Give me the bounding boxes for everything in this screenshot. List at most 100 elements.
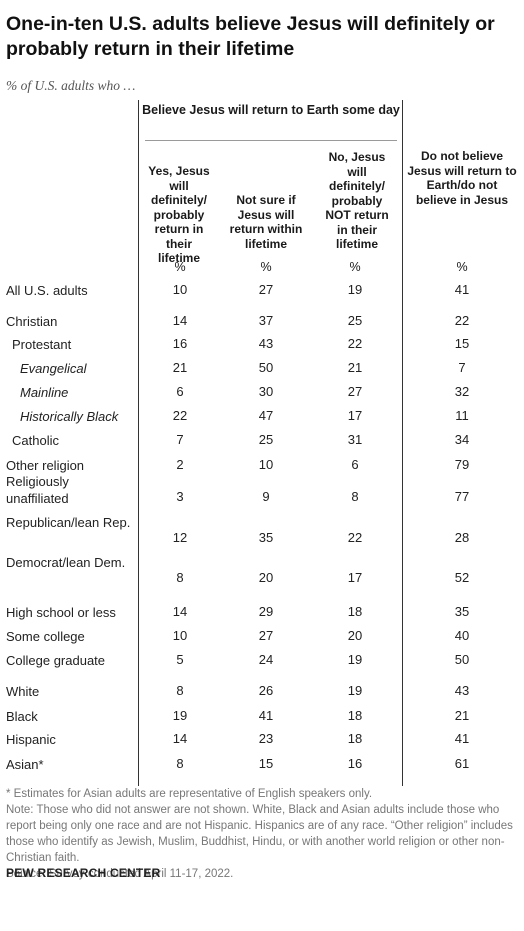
table-cell: 43 <box>258 336 274 351</box>
chart-subtitle: % of U.S. adults who … <box>6 78 136 93</box>
column-header-no: No, Jesus will definitely/ probably NOT … <box>325 150 389 251</box>
table-cell: 34 <box>454 432 470 447</box>
unit-label: % <box>456 260 468 274</box>
table-cell: 2 <box>176 457 184 472</box>
footnote: * Estimates for Asian adults are represe… <box>6 788 373 800</box>
table-cell: 41 <box>258 708 274 723</box>
table-cell: 9 <box>262 489 270 504</box>
column-header-not-sure: Not sure if Jesus will return within lif… <box>229 193 303 251</box>
table-cell: 10 <box>172 628 188 643</box>
row-label: Other religion <box>6 458 85 473</box>
table-cell: 40 <box>454 628 470 643</box>
table-cell: 77 <box>454 489 470 504</box>
table-cell: 17 <box>347 408 363 423</box>
row-label: Evangelical <box>20 361 87 376</box>
table-cell: 11 <box>455 408 469 423</box>
table-cell: 16 <box>347 756 363 771</box>
table-cell: 6 <box>351 457 359 472</box>
row-label: Hispanic <box>6 732 56 747</box>
table-cell: 15 <box>258 756 274 771</box>
table-cell: 50 <box>454 652 470 667</box>
table-cell: 14 <box>172 604 188 619</box>
table-cell: 19 <box>347 652 363 667</box>
divider-right <box>402 100 403 786</box>
row-label: Protestant <box>12 337 72 352</box>
table-cell: 41 <box>454 731 470 746</box>
table-cell: 21 <box>454 708 470 723</box>
row-label: Religiously unaffiliated <box>6 474 69 506</box>
row-label: Mainline <box>20 385 69 400</box>
table-cell: 30 <box>258 384 274 399</box>
table-cell: 7 <box>458 360 466 375</box>
table-cell: 8 <box>176 570 184 585</box>
row-label: Christian <box>6 314 58 329</box>
table-cell: 52 <box>454 570 470 585</box>
table-cell: 15 <box>454 336 470 351</box>
row-label: Asian* <box>6 757 44 772</box>
table-cell: 32 <box>454 384 470 399</box>
divider-left <box>138 100 139 786</box>
unit-label: % <box>260 260 272 274</box>
table-cell: 17 <box>347 570 363 585</box>
table-cell: 23 <box>258 731 274 746</box>
table-cell: 19 <box>172 708 188 723</box>
group-header-rule <box>145 140 397 141</box>
table-cell: 29 <box>258 604 274 619</box>
table-cell: 18 <box>347 731 363 746</box>
table-cell: 28 <box>454 530 470 545</box>
table-cell: 47 <box>258 408 274 423</box>
table-cell: 18 <box>347 708 363 723</box>
column-header-yes: Yes, Jesus will definitely/ probably ret… <box>148 164 210 265</box>
table-cell: 25 <box>347 313 363 328</box>
column-header-do-not-believe: Do not believe Jesus will return to Eart… <box>407 149 517 207</box>
table-cell: 19 <box>347 282 363 297</box>
table-cell: 8 <box>176 756 184 771</box>
table-cell: 50 <box>258 360 274 375</box>
table-cell: 43 <box>454 683 470 698</box>
table-cell: 61 <box>454 756 470 771</box>
table-cell: 10 <box>258 457 274 472</box>
row-label: College graduate <box>6 653 106 668</box>
table-cell: 27 <box>347 384 363 399</box>
row-label: Some college <box>6 629 85 644</box>
table-cell: 41 <box>454 282 470 297</box>
row-label: High school or less <box>6 605 116 620</box>
row-label: Democrat/lean Dem. <box>6 555 126 570</box>
table-cell: 22 <box>347 530 363 545</box>
table-cell: 22 <box>347 336 363 351</box>
row-label: Black <box>6 709 38 724</box>
table-cell: 37 <box>258 313 274 328</box>
table-cell: 25 <box>258 432 274 447</box>
notes: * Estimates for Asian adults are represe… <box>6 786 520 882</box>
table-cell: 6 <box>176 384 184 399</box>
row-label: Catholic <box>12 433 59 448</box>
table-cell: 27 <box>258 628 274 643</box>
table-cell: 31 <box>347 432 363 447</box>
table-cell: 8 <box>351 489 359 504</box>
table-cell: 20 <box>258 570 274 585</box>
table-cell: 16 <box>172 336 188 351</box>
table-cell: 12 <box>172 530 188 545</box>
table-cell: 24 <box>258 652 274 667</box>
row-label: Republican/lean Rep. <box>6 515 131 530</box>
table-cell: 5 <box>176 652 184 667</box>
note: Note: Those who did not answer are not s… <box>6 804 513 864</box>
unit-label: % <box>349 260 361 274</box>
table-cell: 14 <box>172 731 188 746</box>
table-cell: 18 <box>347 604 363 619</box>
unit-label: % <box>174 260 186 274</box>
table-cell: 10 <box>172 282 188 297</box>
row-label: White <box>6 684 40 699</box>
table-cell: 7 <box>176 432 184 447</box>
table-cell: 8 <box>176 683 184 698</box>
row-label: Historically Black <box>20 409 119 424</box>
table-cell: 3 <box>176 489 184 504</box>
table-cell: 22 <box>172 408 188 423</box>
brand-logo-text: PEW RESEARCH CENTER <box>6 866 161 880</box>
table-cell: 22 <box>454 313 470 328</box>
source: Source: Survey conducted April 11-17, 20… <box>6 868 234 880</box>
row-label: All U.S. adults <box>6 283 88 298</box>
chart-title: One-in-ten U.S. adults believe Jesus wil… <box>6 13 495 60</box>
table-cell: 21 <box>347 360 363 375</box>
table-cell: 35 <box>454 604 470 619</box>
